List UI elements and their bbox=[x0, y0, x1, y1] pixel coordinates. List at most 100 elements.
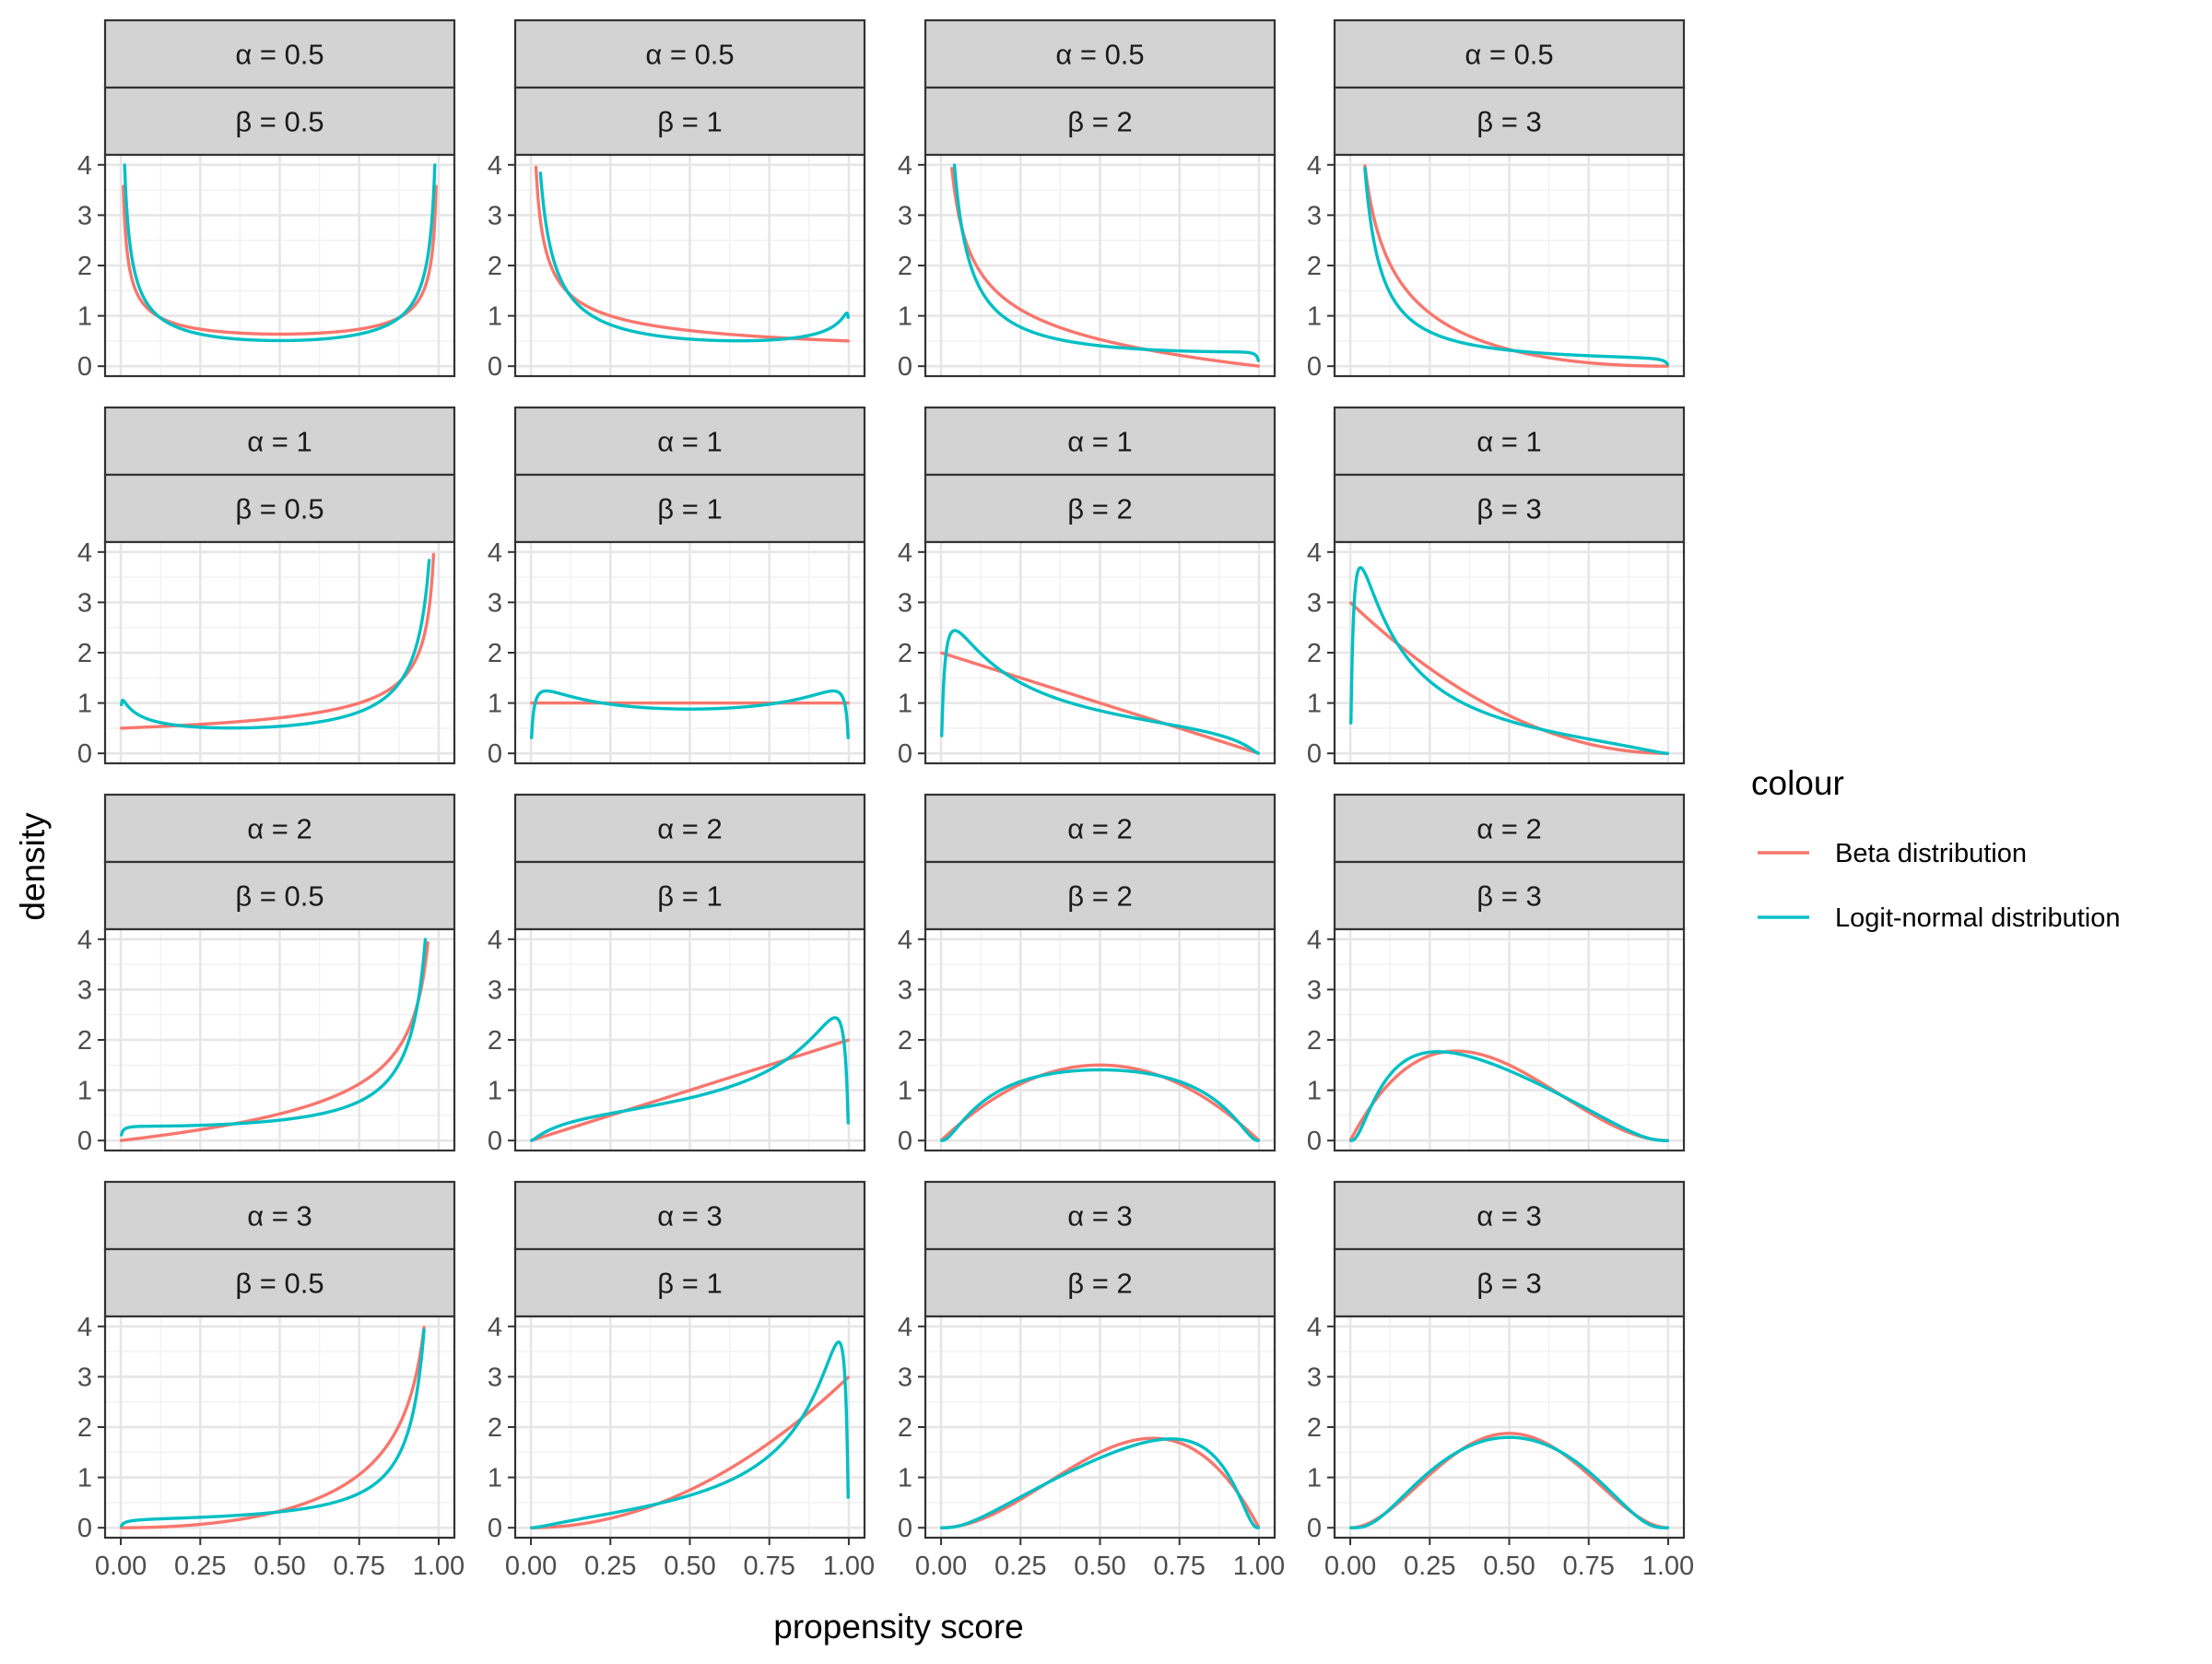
series-line-beta bbox=[950, 166, 1260, 368]
series-line-logitnormal bbox=[120, 938, 428, 1137]
x-tick-label: 1.00 bbox=[1233, 1552, 1285, 1581]
strip-beta-bg bbox=[513, 86, 866, 157]
strip-beta-label: β = 0.5 bbox=[235, 880, 324, 913]
legend-label-beta: Beta distribution bbox=[1835, 839, 2027, 868]
strip-beta-label: β = 3 bbox=[1477, 493, 1541, 525]
y-tick-label: 0 bbox=[488, 1514, 502, 1543]
series-line-logitnormal bbox=[940, 629, 1260, 755]
x-tick-label: 0.00 bbox=[1324, 1552, 1376, 1581]
y-tick-label: 1 bbox=[898, 1464, 912, 1493]
y-tick-label: 4 bbox=[898, 151, 912, 181]
strip-beta-bg bbox=[924, 1247, 1277, 1318]
y-tick-label: 2 bbox=[898, 1413, 912, 1443]
facet-panel-3-2: α = 3 β = 2 0 1 2 3 4 0.00 0.25 0.50 0.75 1.00 bbox=[898, 1180, 1285, 1581]
facet-panel-0-0: α = 0.5 β = 0.5 0 1 2 3 4 bbox=[77, 18, 456, 382]
strip-alpha-label: α = 0.5 bbox=[1055, 39, 1144, 71]
strip-alpha-bg bbox=[1333, 1180, 1686, 1251]
strip-alpha-label: α = 2 bbox=[1067, 813, 1133, 845]
y-tick-label: 0 bbox=[488, 352, 502, 382]
strip-alpha-label: α = 3 bbox=[1067, 1200, 1133, 1233]
strip-beta-bg bbox=[924, 86, 1277, 157]
y-tick-label: 4 bbox=[898, 1313, 912, 1342]
y-tick-label: 3 bbox=[77, 201, 92, 230]
legend-label-logitnormal: Logit-normal distribution bbox=[1835, 903, 2120, 933]
strip-beta-label: β = 1 bbox=[657, 493, 722, 525]
y-tick-label: 4 bbox=[77, 1313, 92, 1342]
strip-alpha-label: α = 0.5 bbox=[235, 39, 324, 71]
strip-beta-bg bbox=[1333, 473, 1686, 544]
strip-alpha-bg bbox=[103, 18, 456, 89]
strip-beta-label: β = 2 bbox=[1067, 1268, 1132, 1300]
y-tick-label: 3 bbox=[1307, 975, 1322, 1005]
strip-alpha-label: α = 2 bbox=[1477, 813, 1542, 845]
x-tick-label: 0.25 bbox=[584, 1552, 636, 1581]
x-tick-label: 0.50 bbox=[1074, 1552, 1125, 1581]
facet-panel-3-0: α = 3 β = 0.5 0 1 2 3 4 0.00 0.25 0.50 0.75 1.00 bbox=[77, 1180, 465, 1581]
y-tick-label: 0 bbox=[77, 352, 92, 382]
y-tick-label: 4 bbox=[1307, 151, 1322, 181]
series-line-logitnormal bbox=[538, 171, 850, 343]
strip-alpha-bg bbox=[103, 1180, 456, 1251]
strip-alpha-label: α = 3 bbox=[657, 1200, 723, 1233]
y-tick-label: 1 bbox=[488, 690, 502, 719]
y-tick-label: 1 bbox=[77, 302, 92, 332]
y-tick-label: 3 bbox=[1307, 588, 1322, 618]
strip-alpha-bg bbox=[513, 1180, 866, 1251]
strip-alpha-label: α = 2 bbox=[657, 813, 723, 845]
strip-beta-bg bbox=[513, 473, 866, 544]
y-tick-label: 1 bbox=[488, 1077, 502, 1106]
y-tick-label: 4 bbox=[77, 926, 92, 955]
series-line-beta bbox=[530, 1375, 850, 1529]
y-tick-label: 3 bbox=[77, 1363, 92, 1392]
y-tick-label: 2 bbox=[1307, 639, 1322, 668]
strip-beta-label: β = 0.5 bbox=[235, 1268, 324, 1300]
series-line-beta bbox=[940, 1436, 1260, 1529]
strip-beta-label: β = 2 bbox=[1067, 106, 1132, 138]
strip-alpha-label: α = 1 bbox=[247, 426, 312, 458]
strip-alpha-label: α = 0.5 bbox=[645, 39, 734, 71]
facet-panel-0-2: α = 0.5 β = 2 0 1 2 3 4 bbox=[898, 18, 1277, 382]
y-tick-label: 0 bbox=[77, 1514, 92, 1543]
y-tick-label: 2 bbox=[488, 1413, 502, 1443]
series-line-logitnormal bbox=[1349, 566, 1669, 755]
strip-alpha-bg bbox=[1333, 18, 1686, 89]
x-tick-label: 0.00 bbox=[95, 1552, 147, 1581]
y-tick-label: 0 bbox=[77, 739, 92, 769]
y-tick-label: 2 bbox=[898, 252, 912, 281]
x-tick-label: 0.75 bbox=[743, 1552, 794, 1581]
facet-panel-1-0: α = 1 β = 0.5 0 1 2 3 4 bbox=[77, 406, 456, 769]
y-tick-label: 3 bbox=[1307, 1363, 1322, 1392]
y-tick-label: 2 bbox=[488, 639, 502, 668]
y-tick-label: 0 bbox=[1307, 1127, 1322, 1156]
y-tick-label: 1 bbox=[898, 1077, 912, 1106]
x-tick-label: 1.00 bbox=[1642, 1552, 1694, 1581]
series-line-beta bbox=[122, 184, 438, 336]
series-line-beta bbox=[120, 940, 429, 1142]
y-tick-label: 4 bbox=[488, 926, 502, 955]
y-tick-label: 4 bbox=[898, 538, 912, 568]
y-tick-label: 2 bbox=[488, 1026, 502, 1056]
y-tick-label: 2 bbox=[1307, 1026, 1322, 1056]
y-tick-label: 3 bbox=[898, 201, 912, 230]
strip-alpha-bg bbox=[513, 406, 866, 477]
y-tick-label: 4 bbox=[1307, 926, 1322, 955]
strip-beta-label: β = 3 bbox=[1477, 106, 1541, 138]
strip-beta-bg bbox=[103, 473, 456, 544]
strip-alpha-label: α = 1 bbox=[1067, 426, 1133, 458]
series-line-logitnormal bbox=[1349, 1050, 1669, 1142]
y-tick-label: 0 bbox=[1307, 352, 1322, 382]
series-line-logitnormal bbox=[940, 1437, 1260, 1529]
x-tick-label: 0.00 bbox=[915, 1552, 967, 1581]
facet-panel-1-3: α = 1 β = 3 0 1 2 3 4 bbox=[1307, 406, 1686, 769]
y-tick-label: 0 bbox=[898, 352, 912, 382]
y-tick-label: 4 bbox=[77, 538, 92, 568]
facet-panel-0-1: α = 0.5 β = 1 0 1 2 3 4 bbox=[488, 18, 866, 382]
y-tick-label: 1 bbox=[1307, 690, 1322, 719]
series-line-beta bbox=[940, 1063, 1260, 1142]
facet-panel-1-2: α = 1 β = 2 0 1 2 3 4 bbox=[898, 406, 1277, 769]
y-tick-label: 2 bbox=[488, 252, 502, 281]
series-line-logitnormal bbox=[1363, 166, 1669, 366]
